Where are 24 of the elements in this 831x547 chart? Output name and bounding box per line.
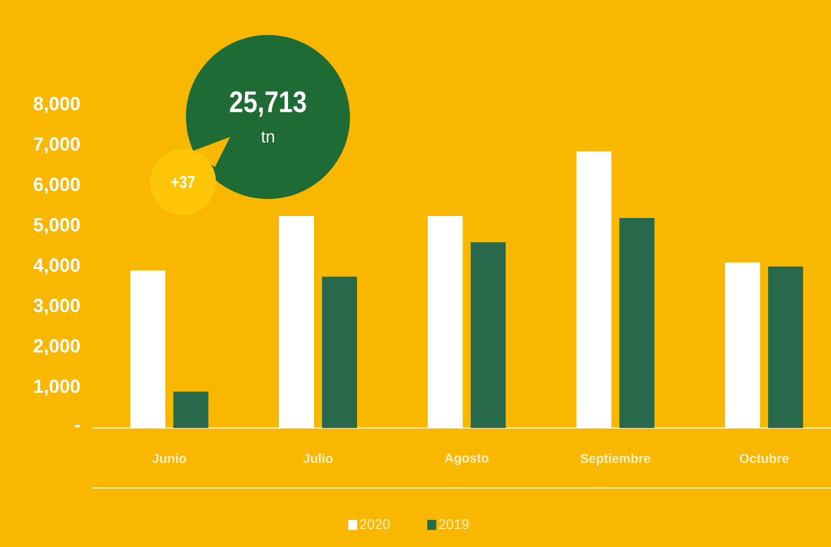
legend-label: 2020 bbox=[360, 519, 390, 530]
y-tick-label: 2,000 bbox=[34, 339, 80, 356]
y-tick-label: 1,000 bbox=[34, 380, 80, 396]
y-tick-label: 4,000 bbox=[33, 258, 80, 275]
bar bbox=[619, 218, 654, 428]
y-tick-label: 5,000 bbox=[34, 218, 80, 234]
x-tick-label: Julio bbox=[303, 454, 333, 464]
x-tick-label: Septiembre bbox=[580, 454, 650, 466]
annotation: 25,713 bbox=[230, 91, 306, 117]
y-tick-label: 6,000 bbox=[34, 178, 80, 194]
x-tick-label: Agosto bbox=[444, 454, 489, 466]
x-tick-label: Junio bbox=[152, 454, 186, 464]
x-tick-label: Octubre bbox=[740, 454, 788, 464]
y-tick-label: 3,000 bbox=[34, 298, 80, 315]
legend-label: 2019 bbox=[438, 519, 469, 530]
annotation: tn bbox=[261, 131, 274, 143]
bar bbox=[768, 266, 804, 428]
bar bbox=[470, 242, 506, 428]
annotation: +37 bbox=[171, 176, 195, 188]
y-tick-label: - bbox=[74, 424, 80, 428]
bar bbox=[322, 276, 358, 428]
y-tick-label: 7,000 bbox=[34, 137, 80, 154]
y-tick-label: 8,000 bbox=[34, 96, 80, 114]
bar bbox=[173, 392, 208, 428]
